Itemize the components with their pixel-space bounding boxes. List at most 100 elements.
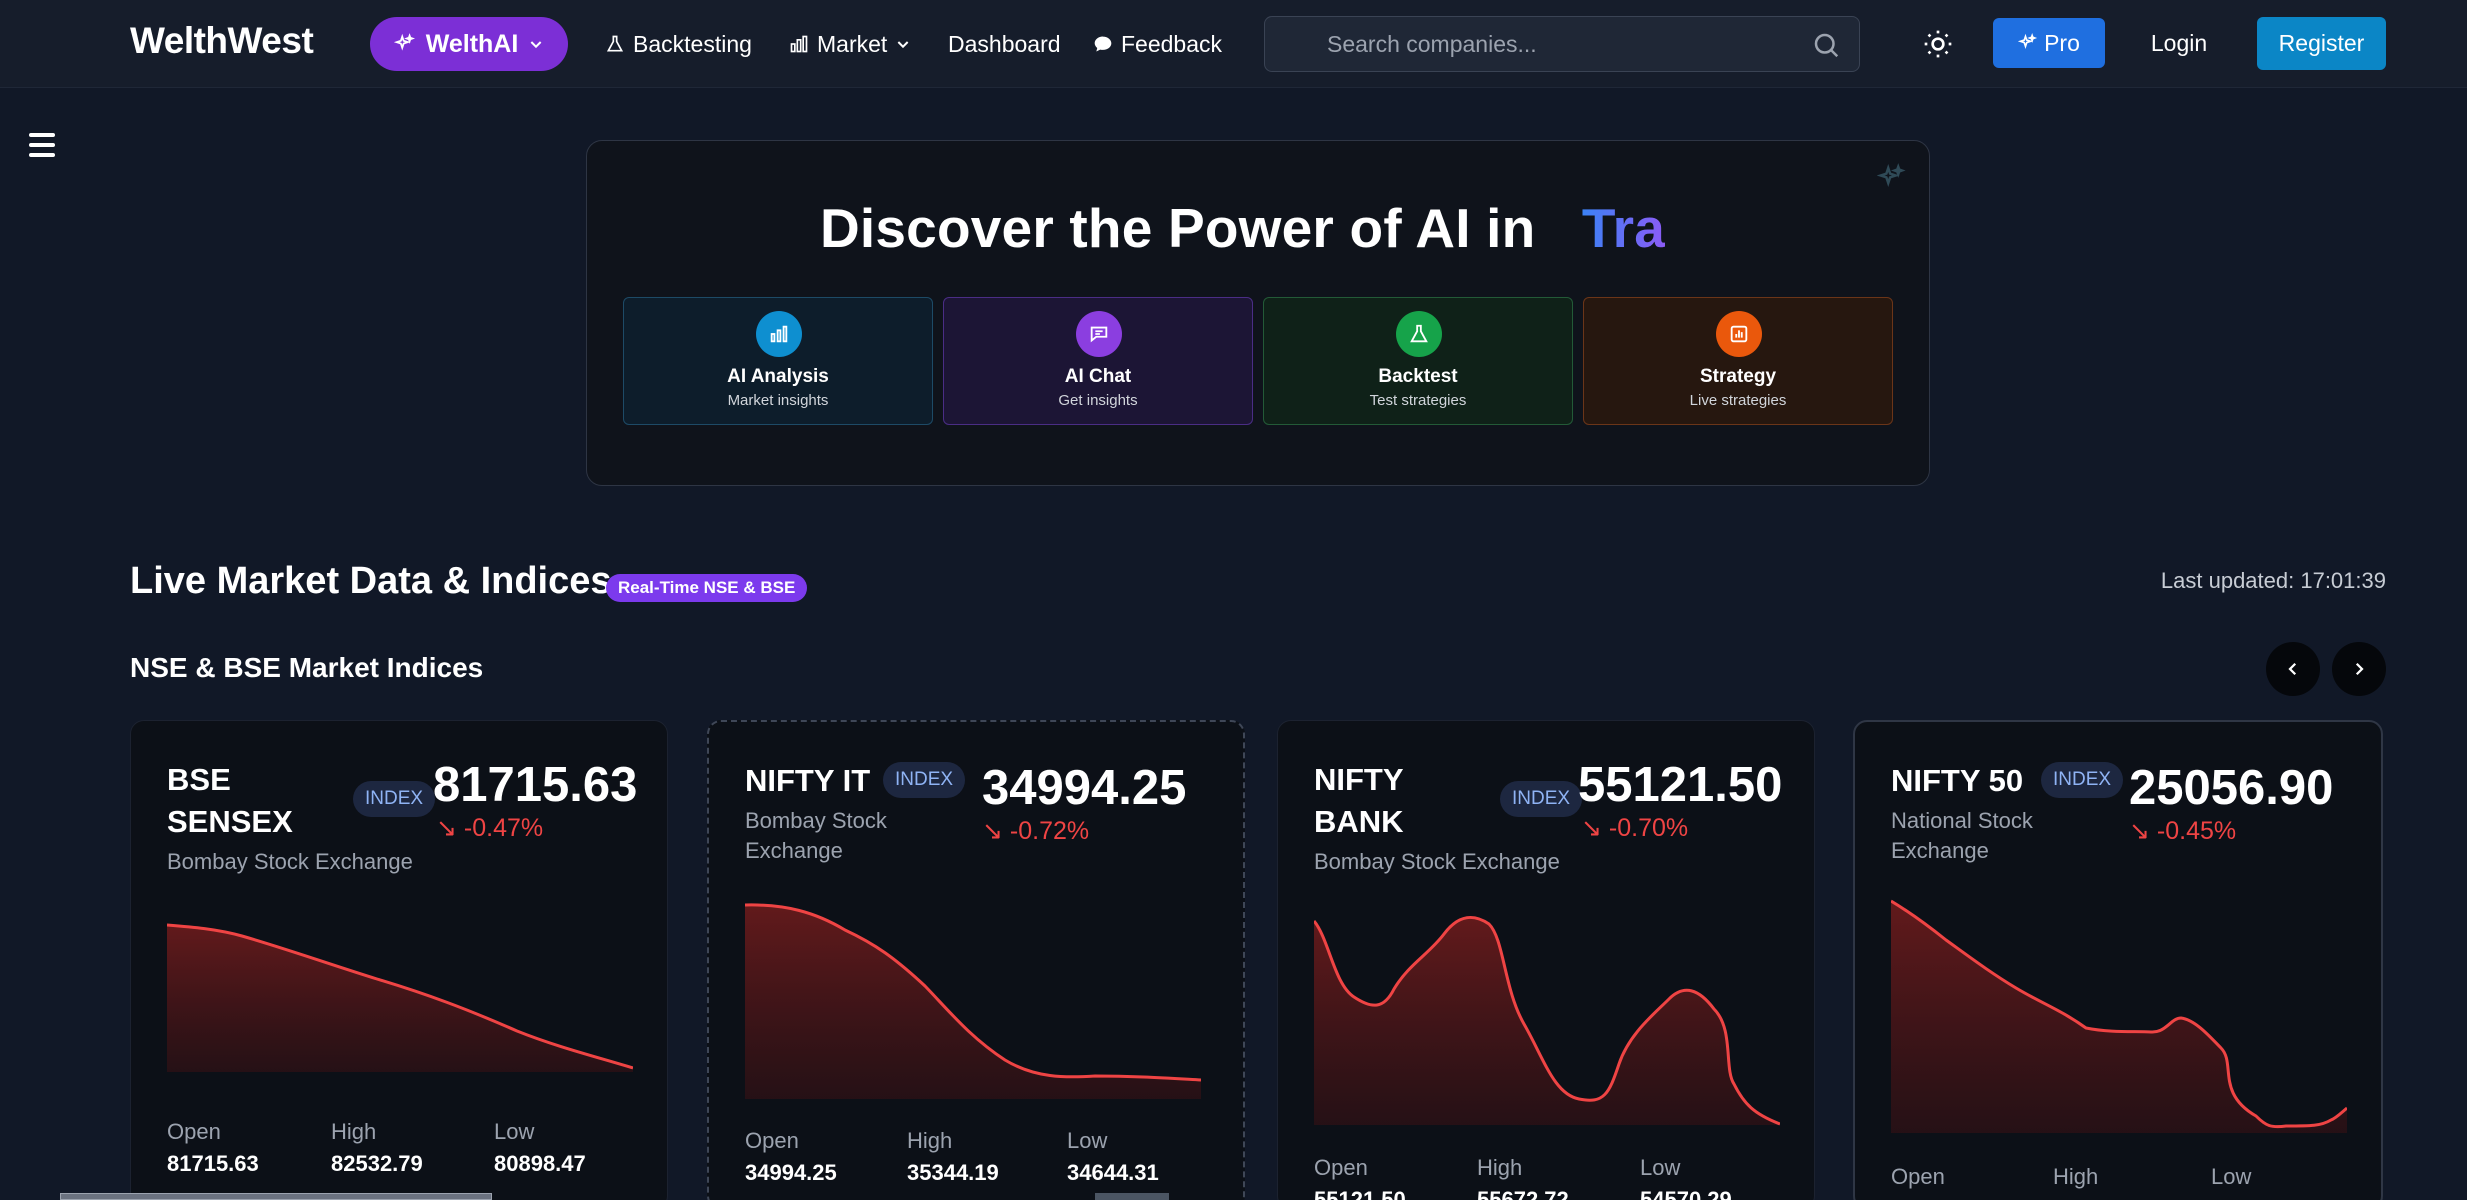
exchange-name: Bombay Stock Exchange [1314, 849, 1560, 874]
feature-icon-circle [756, 311, 802, 357]
feature-title: Backtest [1378, 366, 1458, 387]
register-button[interactable]: Register [2257, 17, 2386, 70]
index-badge: INDEX [353, 781, 436, 817]
index-card-nifty-bank[interactable]: NIFTY BANK INDEX 55121.50 ↘ -0.70% Bomba… [1277, 720, 1815, 1200]
index-change: ↘ -0.47% [436, 814, 544, 842]
open-label: Open [167, 1119, 221, 1144]
sparkline-chart [167, 923, 633, 1072]
sparkle-icon [2018, 33, 2038, 49]
last-updated-text: Last updated: 17:01:39 [2160, 568, 2386, 593]
feature-subtitle: Market insights [727, 392, 829, 409]
high-value: 82532.79 [331, 1151, 423, 1176]
exchange-name: Bombay Stock Exchange [167, 849, 413, 874]
pro-label: Pro [2044, 29, 2080, 56]
hamburger-menu-icon[interactable] [27, 131, 59, 159]
chevron-down-icon [530, 41, 542, 49]
site-logo[interactable]: WelthWest [130, 20, 314, 61]
index-change: ↘ -0.70% [1581, 814, 1689, 842]
feature-strategy[interactable]: Strategy Live strategies [1583, 297, 1893, 425]
carousel-indicator[interactable] [1095, 1193, 1169, 1200]
feature-title: AI Chat [1064, 366, 1132, 387]
sparkline-chart [1891, 899, 2347, 1133]
index-price: 55121.50 [1578, 758, 1783, 812]
welthai-label: WelthAI [425, 29, 519, 58]
sparkline-chart [745, 903, 1201, 1099]
hero-panel: Discover the Power of AI in Tra AI Analy… [586, 140, 1930, 486]
sun-icon[interactable] [1922, 28, 1954, 60]
nav-feedback-label: Feedback [1121, 30, 1223, 57]
exchange-name: Bombay Stock Exchange [745, 808, 887, 863]
nav-dashboard[interactable]: Dashboard [948, 27, 1061, 61]
carousel-prev-button[interactable] [2266, 642, 2320, 696]
realtime-badge: Real-Time NSE & BSE [606, 574, 808, 602]
chat-icon [1090, 326, 1108, 343]
feature-subtitle: Test strategies [1369, 392, 1467, 409]
high-value: 35344.19 [907, 1160, 999, 1185]
low-label: Low [2211, 1164, 2252, 1189]
hero-title-main: Discover the Power of AI in [819, 197, 1536, 259]
flask-icon [1410, 324, 1428, 343]
hero-title: Discover the Power of AI in Tra [587, 196, 1929, 260]
low-label: Low [1067, 1128, 1108, 1153]
index-card-nifty-it[interactable]: NIFTY IT INDEX 34994.25 ↘ -0.72% Bombay … [707, 720, 1245, 1200]
feature-subtitle: Get insights [1058, 392, 1138, 409]
feature-ai-chat[interactable]: AI Chat Get insights [943, 297, 1253, 425]
index-change: ↘ -0.72% [982, 817, 1090, 845]
low-label: Low [494, 1119, 535, 1144]
bar-chart-icon [1730, 325, 1748, 343]
low-label: Low [1640, 1155, 1681, 1180]
open-value: 55121.50 [1314, 1187, 1406, 1200]
feature-icon-circle [1716, 311, 1762, 357]
flask-icon [606, 35, 624, 52]
open-label: Open [745, 1128, 799, 1153]
index-change: ↘ -0.45% [2129, 817, 2237, 845]
sparkle-icon [1877, 163, 1906, 187]
index-price: 25056.90 [2129, 761, 2334, 815]
index-card-bse-sensex[interactable]: BSE SENSEX INDEX 81715.63 ↘ -0.47% Bomba… [130, 720, 668, 1200]
feature-icon-circle [1076, 311, 1122, 357]
index-price: 81715.63 [433, 758, 638, 812]
top-navbar: WelthWest WelthAI Backtesting Market Das… [0, 0, 2467, 88]
chat-icon [1094, 36, 1112, 52]
open-value: 34994.25 [745, 1160, 837, 1185]
nav-backtesting-label: Backtesting [633, 30, 752, 57]
feature-ai-analysis[interactable]: AI Analysis Market insights [623, 297, 933, 425]
sparkle-icon [393, 33, 415, 51]
chevron-down-icon [897, 41, 909, 49]
feature-icon-circle [1396, 311, 1442, 357]
index-name: NIFTY IT [745, 763, 871, 798]
indices-subtitle: NSE & BSE Market Indices [130, 652, 484, 683]
hero-title-typed: Tra [1581, 197, 1666, 259]
low-value: 34644.31 [1067, 1160, 1159, 1185]
search-input[interactable] [1265, 17, 1859, 71]
low-value: 80898.47 [494, 1151, 586, 1176]
index-card-nifty-50[interactable]: NIFTY 50 INDEX 25056.90 ↘ -0.45% Nationa… [1853, 720, 2383, 1200]
nav-market[interactable]: Market [789, 27, 911, 61]
index-name: NIFTY BANK [1314, 762, 1404, 839]
nav-feedback[interactable]: Feedback [1093, 27, 1222, 61]
nav-backtesting[interactable]: Backtesting [605, 27, 752, 61]
chevron-left-icon [2288, 662, 2297, 676]
welthai-menu-button[interactable]: WelthAI [370, 17, 568, 71]
low-value: 54570.29 [1640, 1187, 1732, 1200]
index-badge: INDEX [1500, 781, 1583, 817]
bar-chart-icon [790, 35, 808, 53]
open-label: Open [1314, 1155, 1368, 1180]
open-label: Open [1891, 1164, 1945, 1189]
feature-title: AI Analysis [727, 366, 829, 387]
carousel-next-button[interactable] [2332, 642, 2386, 696]
market-section-title: Live Market Data & Indices [130, 560, 612, 602]
login-button[interactable]: Login [2150, 29, 2208, 56]
feature-backtest[interactable]: Backtest Test strategies [1263, 297, 1573, 425]
index-badge: INDEX [883, 762, 966, 798]
high-value: 55672.72 [1477, 1187, 1569, 1200]
high-label: High [1477, 1155, 1523, 1180]
pro-button[interactable]: Pro [1993, 18, 2105, 68]
index-name: BSE SENSEX [167, 762, 293, 839]
nav-market-label: Market [817, 30, 888, 57]
exchange-name: National Stock Exchange [1891, 808, 2033, 863]
high-label: High [907, 1128, 953, 1153]
search-icon[interactable] [1811, 30, 1841, 60]
sparkline-chart [1314, 915, 1780, 1126]
horizontal-scrollbar[interactable] [60, 1193, 492, 1200]
